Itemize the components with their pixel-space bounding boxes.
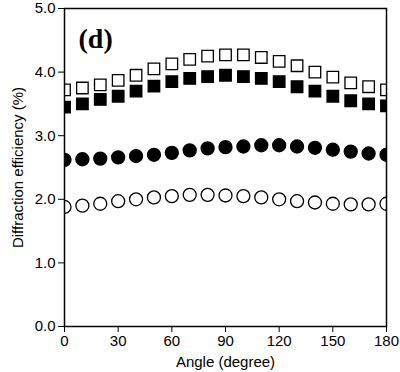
svg-text:3.0: 3.0: [35, 127, 56, 144]
svg-text:0.0: 0.0: [35, 317, 56, 334]
svg-text:30: 30: [110, 332, 127, 349]
svg-text:Angle (degree): Angle (degree): [176, 353, 275, 370]
svg-text:150: 150: [320, 332, 345, 349]
svg-text:60: 60: [163, 332, 180, 349]
svg-text:180: 180: [374, 332, 399, 349]
svg-text:Diffraction efficiency (%): Diffraction efficiency (%): [9, 87, 26, 248]
svg-text:120: 120: [267, 332, 292, 349]
svg-text:5.0: 5.0: [35, 0, 56, 16]
svg-text:0: 0: [60, 332, 68, 349]
svg-text:90: 90: [217, 332, 234, 349]
svg-text:4.0: 4.0: [35, 63, 56, 80]
svg-text:2.0: 2.0: [35, 190, 56, 207]
svg-text:1.0: 1.0: [35, 254, 56, 271]
svg-text:(d): (d): [79, 23, 113, 54]
